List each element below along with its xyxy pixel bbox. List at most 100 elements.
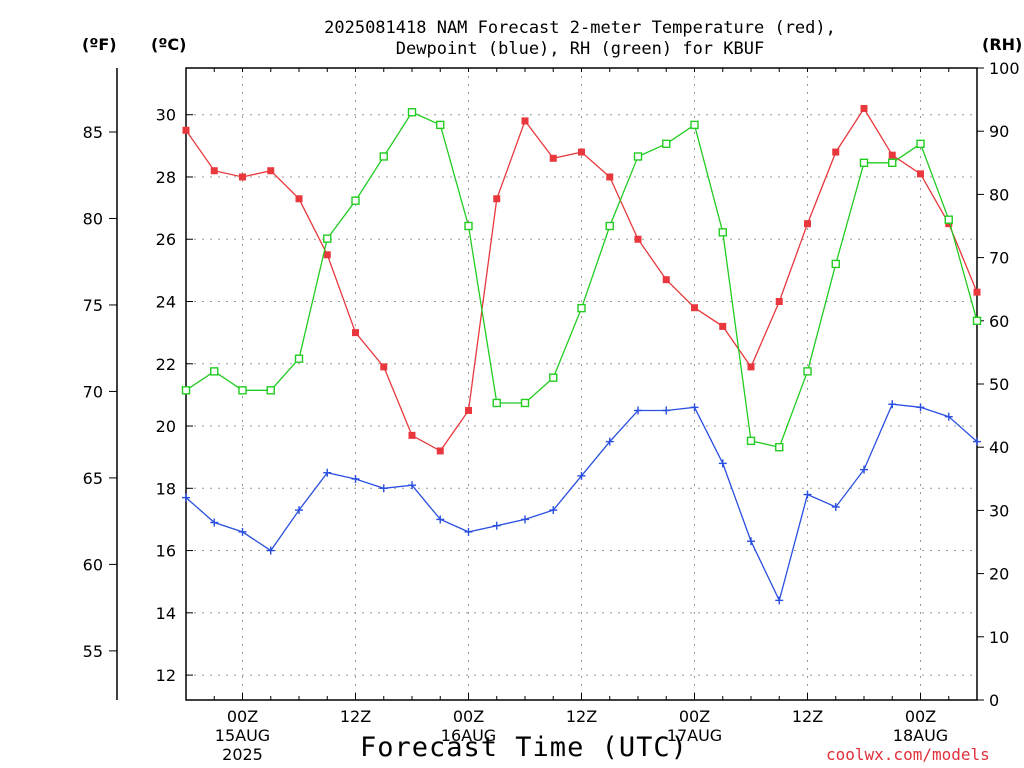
temperature-point [917,170,924,178]
rh-axis-unit: (RH) [982,35,1023,54]
celsius-axis-unit: (ºC) [151,35,187,54]
temperature-point [719,322,727,330]
rh-point [549,373,558,382]
dewpoint-point [266,546,275,555]
rh-tick-label: 80 [989,185,1009,204]
c-tick-label: 24 [156,292,176,311]
temperature-point [352,329,359,337]
rh-point [436,120,445,130]
rh-point [379,152,388,161]
dewpoint-point [775,596,784,605]
dewpoint-point [944,412,953,421]
rh-point [464,221,473,231]
rh-point [803,367,812,376]
dewpoint-point [747,537,755,546]
c-tick-label: 14 [156,604,176,623]
rh-point [944,215,953,224]
c-tick-label: 26 [156,230,176,249]
dewpoint-point [690,403,699,412]
source-credit: coolwx.com/models [826,745,990,764]
temperature-point [634,235,642,243]
rh-point [323,234,332,243]
temperature-point [521,117,529,125]
rh-point [294,354,304,363]
x-tick-label: 12Z [340,707,371,726]
temperature-point [832,148,840,156]
rh-point [407,108,417,117]
temperature-point [888,151,896,159]
dewpoint-point [436,515,445,524]
temperature-point [408,431,416,439]
chart-title-line2: Dewpoint (blue), RH (green) for KBUF [395,39,765,59]
dewpoint-point [351,474,360,483]
dewpoint-point [492,521,501,530]
rh-point [690,120,699,130]
c-tick-label: 16 [156,542,176,561]
dewpoint-point [182,493,190,502]
dewpoint-point [973,437,981,446]
dewpoint-point [379,484,388,493]
dewpoint-point [295,506,303,515]
dewpoint-point [860,465,868,474]
fahrenheit-axis-unit: (ºF) [82,35,117,54]
rh-point [831,259,840,269]
temperature-point [493,195,501,203]
temperature-line [185,107,978,452]
f-tick-label: 55 [83,642,103,661]
rh-point [916,139,925,149]
temperature-point [691,304,698,312]
f-tick-label: 85 [83,123,103,142]
rh-tick-label: 20 [989,565,1009,584]
series-layer [181,104,982,605]
temperature-point [804,220,811,228]
dewpoint-point [210,518,219,527]
rh-point [888,158,897,168]
rh-tick-label: 60 [989,312,1009,331]
c-tick-label: 30 [156,106,176,125]
rh-point [210,367,219,376]
rh-tick-label: 100 [989,59,1020,78]
dewpoint-point [238,527,247,536]
x-tick-label: 12Z [566,707,597,726]
chart-title-line1: 2025081418 NAM Forecast 2-meter Temperat… [324,18,836,38]
rh-tick-label: 70 [989,249,1009,268]
rh-point [351,196,360,205]
temperature-point [465,406,472,414]
temperature-point [549,154,557,162]
temperature-point [662,276,670,284]
rh-point [746,436,756,446]
x-tick-year: 2025 [222,745,263,764]
rh-point [775,443,784,452]
temperature-point [182,126,190,134]
dewpoint-point [521,515,529,524]
rh-tick-label: 0 [989,691,999,710]
c-tick-label: 18 [156,479,176,498]
dewpoint-point [634,406,642,415]
dewpoint-point [605,437,614,446]
x-tick-label: 12Z [792,707,823,726]
rh-point [238,386,247,395]
dewpoint-line [185,403,978,603]
temperature-point [295,195,303,203]
c-tick-label: 28 [156,168,176,187]
dewpoint-point [916,403,925,412]
x-tick-date: 17AUG [667,726,722,745]
x-tick-label: 00Z [679,707,710,726]
rh-series [181,108,982,452]
rh-tick-label: 90 [989,122,1009,141]
x-tick-date: 18AUG [893,726,948,745]
c-tick-label: 20 [156,417,176,436]
x-tick-date: 15AUG [215,726,270,745]
rh-tick-label: 50 [989,375,1009,394]
temperature-point [973,288,981,296]
rh-point [492,398,501,408]
temperature-point [267,167,275,175]
x-tick-label: 00Z [905,707,936,726]
x-axis-label: Forecast Time (UTC) [360,732,688,763]
dewpoint-point [549,506,558,515]
c-tick-label: 12 [156,666,176,685]
dewpoint-point [577,471,586,480]
f-tick-label: 70 [83,382,103,401]
rh-point [859,158,869,168]
